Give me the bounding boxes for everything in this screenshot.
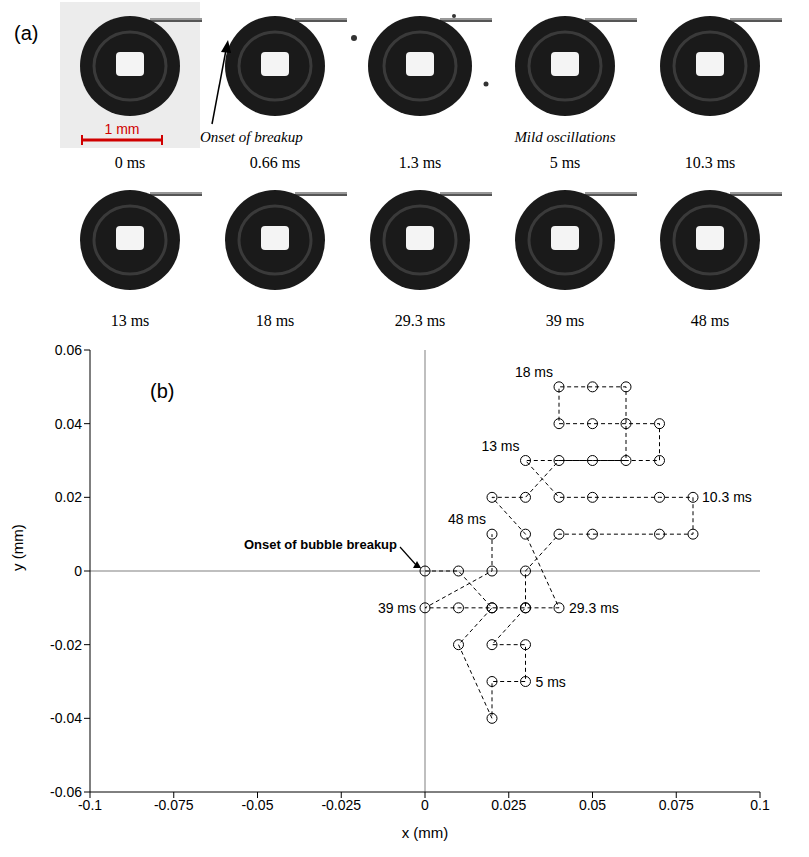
svg-text:-0.02: -0.02 <box>50 637 82 653</box>
svg-text:13 ms: 13 ms <box>111 312 150 329</box>
svg-text:18 ms: 18 ms <box>256 312 295 329</box>
svg-text:10.3 ms: 10.3 ms <box>702 489 752 505</box>
svg-text:0.075: 0.075 <box>659 797 694 813</box>
svg-text:1 mm: 1 mm <box>105 121 140 137</box>
svg-text:39 ms: 39 ms <box>378 600 416 616</box>
svg-text:5 ms: 5 ms <box>550 154 581 171</box>
svg-text:0.66 ms: 0.66 ms <box>250 154 301 171</box>
svg-text:-0.06: -0.06 <box>50 784 82 800</box>
svg-text:5 ms: 5 ms <box>536 674 566 690</box>
svg-text:48 ms: 48 ms <box>448 511 486 527</box>
svg-text:-0.075: -0.075 <box>154 797 194 813</box>
svg-text:0 ms: 0 ms <box>115 154 146 171</box>
svg-text:0: 0 <box>421 797 429 813</box>
svg-text:x (mm): x (mm) <box>402 824 449 841</box>
svg-text:29.3 ms: 29.3 ms <box>395 312 446 329</box>
svg-text:0.05: 0.05 <box>579 797 606 813</box>
svg-text:1.3 ms: 1.3 ms <box>399 154 442 171</box>
svg-text:48 ms: 48 ms <box>691 312 730 329</box>
svg-text:Onset of bubble breakup: Onset of bubble breakup <box>244 537 397 552</box>
svg-text:-0.1: -0.1 <box>77 796 103 813</box>
svg-text:-0.04: -0.04 <box>50 710 82 726</box>
html-text:(b): (b) <box>150 380 175 402</box>
svg-text:13 ms: 13 ms <box>481 438 519 454</box>
svg-text:-0.025: -0.025 <box>321 797 361 813</box>
svg-text:Mild oscillations: Mild oscillations <box>513 129 615 145</box>
svg-text:39 ms: 39 ms <box>546 312 585 329</box>
svg-text:10.3 ms: 10.3 ms <box>685 154 736 171</box>
svg-text:18 ms: 18 ms <box>515 364 553 380</box>
svg-text:0.025: 0.025 <box>491 797 526 813</box>
svg-text:y (mm): y (mm) <box>9 524 26 571</box>
svg-text:29.3 ms: 29.3 ms <box>569 600 619 616</box>
svg-text:Onset of breakup: Onset of breakup <box>200 129 303 145</box>
svg-text:-0.05: -0.05 <box>242 797 274 813</box>
svg-text:0.04: 0.04 <box>55 416 82 432</box>
svg-text:0.02: 0.02 <box>55 489 82 505</box>
svg-text:0: 0 <box>74 563 82 579</box>
svg-text:(a): (a) <box>14 22 38 44</box>
svg-text:0.06: 0.06 <box>55 342 82 358</box>
svg-text:0.1: 0.1 <box>750 797 770 813</box>
